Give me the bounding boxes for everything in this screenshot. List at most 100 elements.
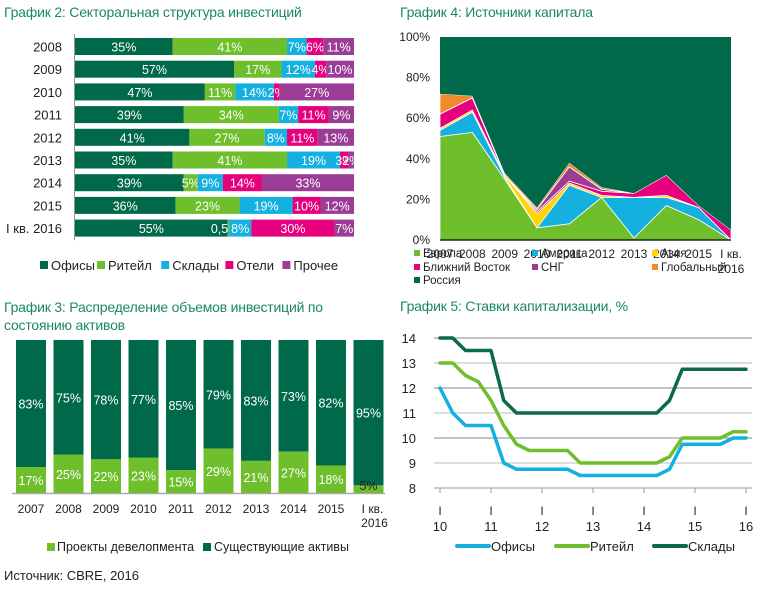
chart3-data-label-existing: 82% (318, 397, 343, 411)
chart5-x-tick-label: 10 (433, 519, 447, 534)
chart2-bar-segment (172, 38, 288, 55)
chart2-legend-label: Офисы (51, 258, 95, 273)
chart5-y-tick-label: 13 (402, 356, 416, 371)
chart3-bar-existing (241, 340, 271, 461)
chart3-bar-existing (316, 340, 346, 466)
chart3-data-label-development: 17% (18, 474, 43, 488)
chart2-bar-segment (281, 60, 315, 78)
chart2-data-label: 33% (295, 177, 320, 191)
chart2-category-label: 2012 (33, 130, 62, 145)
chart2-bar-segment (75, 106, 184, 124)
chart2-bar-segment (320, 196, 354, 214)
chart5-y-tick-label: 10 (402, 431, 416, 446)
chart5-line-Ритейл (438, 361, 748, 465)
chart2-data-label: 10% (294, 199, 319, 213)
chart2-bar-segment (323, 38, 354, 55)
chart2-bar-segment (340, 151, 349, 169)
chart3-bar-existing (16, 340, 46, 467)
chart3-bar-development (353, 485, 384, 493)
chart3-data-label-development: 15% (168, 476, 193, 490)
chart2-category-label: 2013 (33, 153, 62, 168)
chart5-x-tick-mark: I (591, 504, 594, 518)
chart2-data-label: 2% (342, 154, 360, 168)
chart2-bar-segment (292, 196, 321, 214)
chart4-x-tick-label: 2014 (653, 247, 680, 261)
chart2-data-label: 35% (111, 41, 136, 55)
chart5-legend-label: Ритейл (590, 539, 634, 554)
source-note: Источник: CBRE, 2016 (4, 568, 139, 583)
chart2-legend-swatch (282, 261, 291, 269)
chart5-line-Склады (438, 336, 748, 415)
chart2-bar-segment (298, 106, 329, 124)
chart2-data-label: 11% (208, 86, 232, 100)
chart4-x-tick-label: 2008 (459, 247, 486, 261)
chart2-bar-segment (75, 174, 184, 192)
chart3-bar-development (203, 448, 234, 493)
chart3-asset-state: 83% 17% 2007 75% 25% 2008 78% 22% 2009 77% 23% 2010… (12, 340, 388, 554)
chart2-bar-segment (75, 128, 190, 146)
chart3-bar-development (53, 454, 84, 493)
chart2-data-label: 36% (113, 199, 138, 213)
chart5-x-tick-mark: I (438, 504, 441, 518)
chart3-bar-development (316, 465, 346, 493)
chart2-data-label: 47% (127, 86, 152, 100)
chart5-legend-label: Склады (688, 539, 735, 554)
chart3-legend-swatch (203, 543, 211, 551)
chart3-legend-label: Проекты девелопмента (57, 540, 194, 554)
chart4-legend-label: Азия (661, 248, 687, 260)
chart2-bar-segment (234, 60, 282, 78)
chart2-data-label: 9% (201, 177, 219, 191)
chart3-bar-development (91, 459, 121, 493)
chart2-bar-segment (326, 60, 354, 78)
chart2-bar-segment (279, 83, 354, 101)
chart4-y-tick-label: 40% (406, 152, 430, 166)
chart2-bar-segment (314, 60, 327, 78)
chart2-bar-segment (172, 151, 288, 169)
chart2-category-label: 2015 (33, 198, 62, 213)
chart4-legend-label: Глобальный (661, 262, 726, 274)
chart2-category-label: 2008 (33, 40, 62, 55)
chart5-line-Офисы (438, 386, 748, 478)
chart3-data-label-existing: 85% (168, 399, 193, 413)
chart4-y-tick-label: 0% (413, 233, 431, 247)
chart2-data-label: 8% (267, 131, 285, 145)
chart2-data-label: 55% (139, 222, 164, 236)
chart2-data-label: 41% (217, 41, 242, 55)
chart2-data-label: 14% (242, 86, 267, 100)
chart5-x-tick-label: 11 (484, 519, 498, 534)
chart2-data-label: 19% (254, 199, 279, 213)
chart4-legend-swatch (532, 250, 538, 256)
chart2-bar-segment (264, 128, 288, 146)
chart3-x-tick-label: 2014 (280, 502, 307, 516)
chart2-bar-segment (328, 106, 354, 124)
chart4-title: График 4: Источники капитала (400, 4, 593, 20)
chart2-data-label: 14% (230, 177, 255, 191)
chart2-bar-segment (229, 219, 252, 237)
chart2-data-label: 27% (215, 131, 240, 145)
chart2-bar-segment (317, 128, 354, 146)
chart2-data-label: 7% (335, 222, 353, 236)
chart5-x-tick-mark: I (744, 504, 747, 518)
chart3-data-label-existing: 78% (93, 394, 118, 408)
chart3-bar-existing (166, 340, 196, 471)
chart2-data-label: 34% (219, 109, 244, 123)
chart4-x-tick-label: 2009 (491, 247, 518, 261)
chart2-category-label: 2011 (34, 108, 62, 123)
chart3-title: График 3: Распределение объемов инвестиц… (4, 298, 323, 334)
chart2-data-label: 4% (311, 63, 329, 77)
chart3-data-label-development: 21% (243, 471, 268, 485)
chart3-data-label-existing: 73% (281, 390, 306, 404)
chart3-legend-swatch (47, 543, 55, 551)
chart2-data-label: 30% (280, 222, 305, 236)
chart3-x-tick-label: 2012 (205, 502, 232, 516)
chart2-data-label: 11% (327, 41, 351, 55)
chart2-bar-segment (75, 151, 173, 169)
chart2-data-label: 12% (325, 199, 350, 213)
chart3-bar-existing (203, 340, 234, 449)
chart5-x-tick-mark: I (693, 504, 696, 518)
chart2-legend-label: Ритейл (108, 258, 152, 273)
chart4-legend-label: СНГ (541, 262, 565, 274)
chart4-legend-swatch (414, 277, 420, 283)
chart5-x-tick-label: 15 (688, 519, 702, 534)
chart2-data-label: 41% (217, 154, 242, 168)
